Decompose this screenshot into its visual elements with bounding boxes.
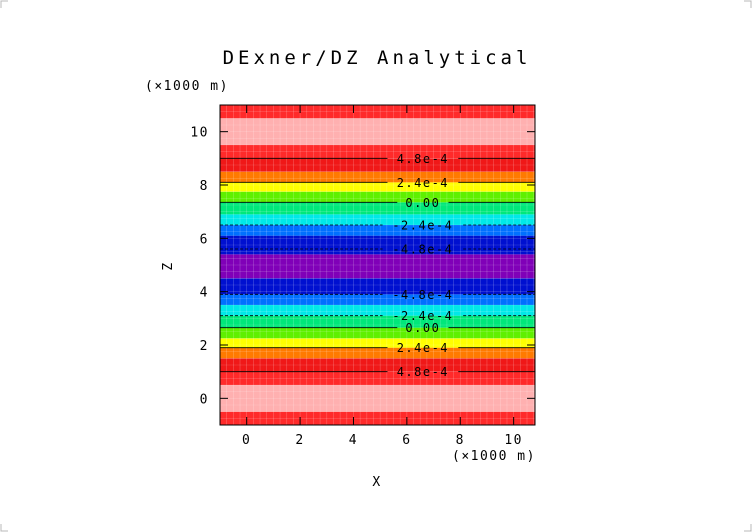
color-band (220, 385, 535, 412)
color-band (220, 315, 535, 328)
color-band (220, 145, 535, 159)
axis-ticks: 0 2 4 6 8 10 0 2 4 6 8 10 (190, 105, 535, 448)
color-band (220, 327, 535, 339)
contour-label: -2.4e-4 (392, 219, 453, 233)
chart-title: DExner/DZ Analytical (223, 47, 532, 69)
contour-label: 2.4e-4 (397, 341, 449, 355)
color-band (220, 278, 535, 295)
contour-label: 4.8e-4 (397, 152, 449, 166)
x-tick-label: 6 (402, 433, 411, 448)
y-tick-label: 6 (200, 232, 209, 247)
color-band (220, 411, 535, 425)
contour-label: 2.4e-4 (397, 176, 449, 190)
color-band (220, 254, 535, 279)
contour-lines: 4.8e-42.4e-40.00-2.4e-4-4.8e-4-4.8e-4-2.… (220, 152, 535, 379)
contour-label: -4.8e-4 (392, 288, 453, 302)
x-tick-label: 8 (456, 433, 465, 448)
x-tick-label: 0 (242, 433, 251, 448)
x-tick-label: 4 (349, 433, 358, 448)
color-band (220, 118, 535, 145)
color-band (220, 191, 535, 203)
y-tick-label: 4 (200, 286, 209, 301)
color-bands (220, 105, 535, 425)
x-axis-label: X (372, 475, 381, 490)
contour-label: 0.00 (405, 196, 440, 210)
color-band (220, 235, 535, 255)
y-axis-label: Z (161, 261, 176, 270)
x-tick-label: 2 (295, 433, 304, 448)
color-band (220, 158, 535, 172)
y-tick-label: 8 (200, 179, 209, 194)
color-band (220, 225, 535, 236)
contour-label: 4.8e-4 (397, 365, 449, 379)
color-band (220, 358, 535, 372)
y-axis-unit: (×1000 m) (145, 79, 229, 94)
color-band (220, 214, 535, 225)
color-band (220, 182, 535, 192)
color-band (220, 347, 535, 359)
color-band (220, 371, 535, 385)
contour-label: 0.00 (405, 321, 440, 335)
color-band (220, 105, 535, 119)
color-band (220, 305, 535, 316)
color-band (220, 338, 535, 348)
y-tick-label: 2 (200, 339, 209, 354)
color-band (220, 294, 535, 305)
contour-label: -2.4e-4 (392, 309, 453, 323)
plot-frame (219, 104, 536, 426)
contour-label: -4.8e-4 (392, 243, 453, 257)
y-tick-label: 10 (190, 126, 209, 141)
y-tick-label: 0 (200, 392, 209, 407)
x-axis-unit: (×1000 m) (452, 449, 536, 464)
x-tick-label: 10 (504, 433, 523, 448)
color-band (220, 171, 535, 183)
color-band (220, 202, 535, 215)
